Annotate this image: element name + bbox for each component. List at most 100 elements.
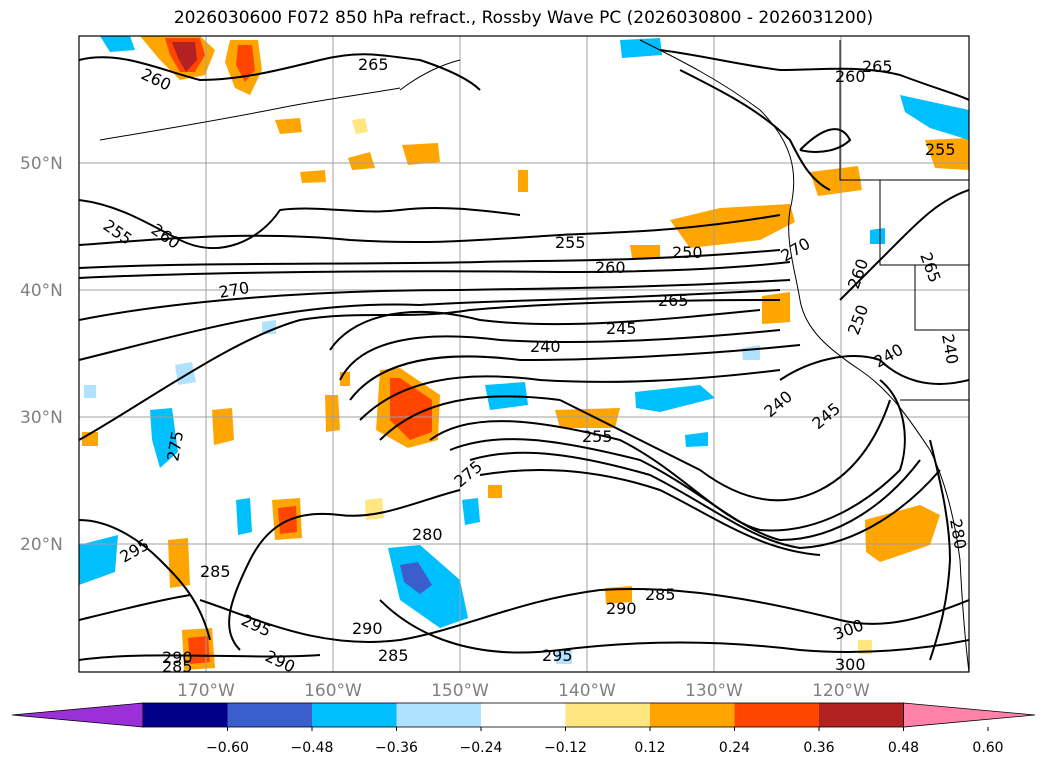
- lon-label-120w: 120°W: [812, 681, 870, 700]
- anomaly-patch: [188, 636, 210, 664]
- lat-label-30: 30°N: [20, 408, 63, 428]
- anomaly-patch: [348, 152, 375, 170]
- contour-line: [839, 189, 969, 301]
- anomaly-patch: [212, 408, 234, 445]
- anomaly-patch: [620, 38, 662, 58]
- anomaly-patch: [236, 45, 255, 82]
- anomaly-patch: [900, 95, 969, 140]
- lon-label-170w: 170°W: [177, 681, 235, 700]
- contour-line: [359, 369, 781, 421]
- contour-label: 265: [658, 291, 689, 310]
- longitude-labels: 170°W 160°W 150°W 140°W 130°W 120°W: [177, 681, 870, 700]
- colorbar-tick-label: −0.60: [206, 740, 249, 756]
- contour-line: [679, 69, 831, 191]
- anomaly-patch: [352, 118, 368, 134]
- anomaly-patch: [810, 166, 862, 196]
- anomaly-patch: [605, 586, 632, 604]
- shading-layer: [79, 36, 969, 670]
- contour-label: 265: [358, 55, 389, 74]
- anomaly-patch: [84, 385, 96, 398]
- colorbar-extend-min: [11, 702, 144, 728]
- contour-label: 245: [606, 319, 637, 338]
- anomaly-patch: [390, 378, 432, 440]
- contour-label: 250: [672, 243, 703, 262]
- latitude-labels: 50°N 40°N 30°N 20°N: [20, 154, 63, 555]
- anomaly-patch: [635, 385, 715, 412]
- colorbar-tick-label: −0.48: [291, 740, 334, 756]
- colorbar-segment: [819, 703, 904, 727]
- anomaly-patch: [488, 485, 502, 498]
- contour-label: 285: [200, 562, 231, 581]
- chart-title: 2026030600 F072 850 hPa refract., Rossby…: [173, 8, 874, 28]
- colorbar-tick-label: 0.36: [803, 740, 834, 756]
- colorbar-tick-label: −0.12: [544, 740, 587, 756]
- anomaly-patch: [858, 640, 872, 654]
- contour-line: [479, 469, 821, 556]
- contour-label: 255: [582, 427, 613, 446]
- contour-label: 260: [835, 67, 866, 86]
- contour-line: [79, 53, 481, 91]
- coastline-layer: [99, 39, 969, 672]
- contour-line: [79, 289, 781, 361]
- anomaly-patch: [150, 408, 178, 468]
- contour-label: 240: [530, 337, 561, 356]
- contour-line: [329, 309, 761, 351]
- contour-label: 295: [542, 646, 573, 665]
- border: [914, 265, 969, 331]
- anomaly-patch: [670, 204, 795, 248]
- lon-label-160w: 160°W: [304, 681, 362, 700]
- anomaly-patch: [555, 650, 572, 664]
- anomaly-patch: [236, 498, 252, 535]
- contour-line: [339, 329, 781, 381]
- contour-line: [379, 599, 969, 654]
- contour-label: 265: [862, 57, 893, 76]
- lon-label-130w: 130°W: [685, 681, 743, 700]
- contour-label: 290: [352, 619, 383, 638]
- anomaly-patch: [79, 535, 118, 585]
- map-panel: 260 265 260 265 255 255 260 255 260 250 …: [20, 35, 970, 700]
- contour-line: [79, 299, 781, 441]
- contour-line: [79, 519, 211, 641]
- colorbar-tick-label: 0.48: [888, 740, 919, 756]
- contour-label: 300: [835, 655, 866, 674]
- colorbar-ticks: −0.60 −0.48 −0.36 −0.24 −0.12 0.12 0.24 0.36 0.4…: [206, 727, 1004, 756]
- border: [879, 180, 969, 266]
- contour-line: [779, 355, 969, 385]
- contour-line: [379, 395, 561, 441]
- colorbar-extend-max: [903, 702, 1036, 728]
- contour-label: 255: [555, 233, 586, 252]
- contour-label: 280: [412, 525, 443, 544]
- contour-layer: [79, 49, 969, 661]
- colorbar-tick-label: 0.12: [634, 740, 665, 756]
- lat-label-50: 50°N: [20, 154, 63, 174]
- contour-line: [449, 438, 921, 542]
- contour-line: [79, 594, 191, 621]
- anomaly-patch: [275, 118, 302, 134]
- contour-line: [799, 128, 852, 153]
- contour-line: [79, 214, 781, 246]
- map-frame: [78, 35, 970, 673]
- contour-line: [929, 439, 952, 661]
- anomaly-patch: [462, 498, 480, 525]
- contour-label: 290: [162, 648, 193, 667]
- contour-label: 260: [595, 258, 626, 277]
- contour-line: [469, 451, 941, 550]
- lon-label-150w: 150°W: [431, 681, 489, 700]
- colorbar-segment: [565, 703, 650, 727]
- map-background: [79, 36, 969, 672]
- colorbar-tick-label: 0.24: [719, 740, 750, 756]
- anomaly-patch: [630, 245, 660, 258]
- contour-line: [659, 49, 969, 101]
- coastline: [639, 39, 969, 672]
- colorbar-frame: [142, 702, 904, 728]
- colorbar-segment: [396, 703, 481, 727]
- contour-line: [79, 249, 781, 269]
- contour-line: [79, 261, 791, 279]
- colorbar-segment: [312, 703, 397, 727]
- contour-line: [559, 399, 891, 502]
- anomaly-patch: [365, 498, 384, 520]
- anomaly-patch: [685, 432, 708, 447]
- anomaly-patch: [300, 170, 326, 183]
- colorbar-segments: [11, 702, 1036, 728]
- contour-line: [79, 199, 521, 249]
